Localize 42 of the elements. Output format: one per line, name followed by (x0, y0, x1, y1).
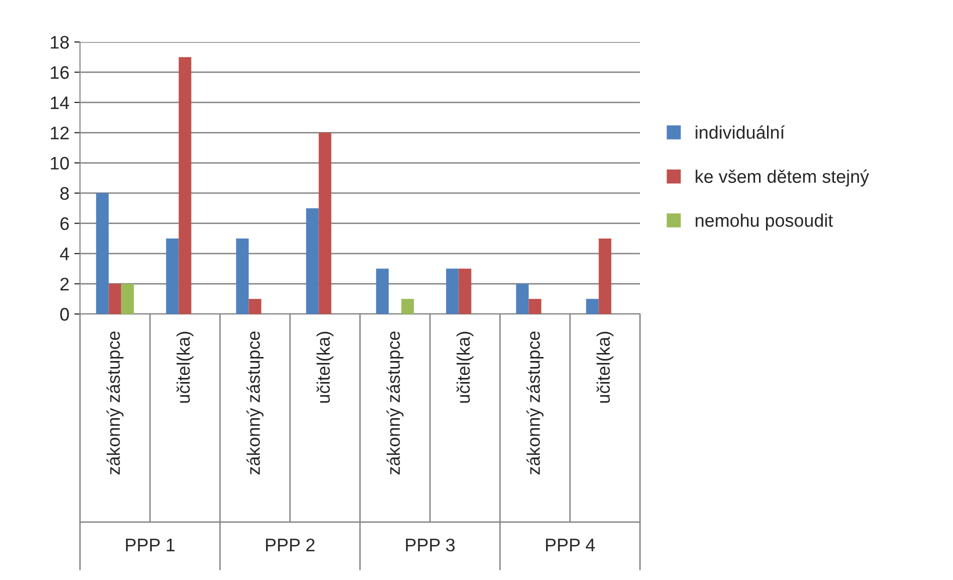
bar (248, 298, 262, 314)
bar (446, 268, 459, 314)
bar (528, 298, 542, 314)
y-tick-label: 18 (50, 36, 69, 49)
text: PPP 4 (546, 538, 595, 552)
y-tick-label: 8 (60, 187, 69, 200)
bar (401, 298, 414, 314)
x-tick-label: zákonný zástupce (246, 331, 264, 474)
x-tick-label: učitel(ka) (456, 332, 474, 403)
bar (458, 268, 472, 314)
bar (318, 132, 332, 314)
bar (121, 284, 134, 314)
y-tick-label: 4 (60, 248, 70, 260)
bar (598, 238, 612, 314)
bar (236, 238, 249, 314)
x-tick-label: zákonný zástupce (106, 331, 124, 474)
text: PPP 3 (406, 538, 455, 552)
y-tick-label: 12 (50, 126, 69, 140)
bar (306, 208, 319, 314)
legend-label: nemohu posoudit (696, 214, 833, 230)
bar (178, 57, 192, 314)
legend-label: ke všem dětem stejný (696, 169, 870, 187)
text: PPP 1 (126, 538, 175, 552)
bar (108, 284, 122, 314)
x-tick-label: zákonný zástupce (526, 331, 544, 474)
text: PPP 2 (266, 538, 315, 552)
bar (586, 298, 599, 314)
y-tick-label: 0 (60, 308, 69, 321)
x-tick-label: zákonný zástupce (386, 331, 404, 474)
y-tick-label: 10 (50, 156, 69, 170)
x-tick-label: učitel(ka) (176, 332, 194, 403)
bar (96, 193, 109, 314)
y-tick-label: 6 (60, 217, 69, 230)
y-tick-label: 14 (50, 96, 70, 109)
bar (376, 268, 389, 314)
y-tick-label: 2 (60, 278, 69, 290)
y-tick-label: 16 (50, 66, 69, 79)
x-tick-label: učitel(ka) (596, 332, 614, 403)
legend-label: individuální (696, 125, 785, 139)
bar (166, 238, 179, 314)
x-tick-label: učitel(ka) (316, 332, 334, 403)
bar (516, 284, 529, 314)
